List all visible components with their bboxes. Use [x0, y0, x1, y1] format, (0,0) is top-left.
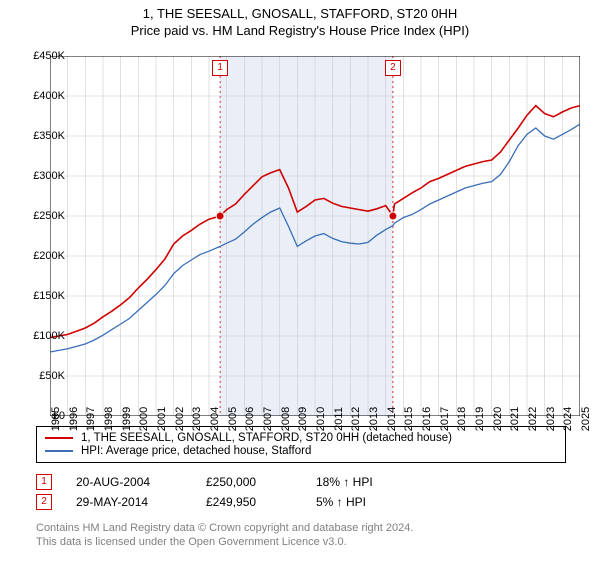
chart-title: 1, THE SEESALL, GNOSALL, STAFFORD, ST20 … [0, 6, 600, 21]
attribution-text: Contains HM Land Registry data © Crown c… [36, 521, 413, 550]
transaction-date: 20-AUG-2004 [76, 475, 206, 489]
chart-svg [50, 56, 580, 416]
legend-swatch [45, 437, 73, 439]
y-tick-label: £450K [33, 50, 65, 62]
table-row: 1 20-AUG-2004 £250,000 18% ↑ HPI [36, 474, 416, 490]
y-tick-label: £300K [33, 170, 65, 182]
y-tick-label: £150K [33, 290, 65, 302]
attribution-line: This data is licensed under the Open Gov… [36, 535, 413, 549]
chart-marker-icon: 1 [212, 60, 228, 76]
y-tick-label: £50K [39, 370, 65, 382]
legend-item: HPI: Average price, detached house, Staf… [45, 445, 557, 457]
transaction-date: 29-MAY-2014 [76, 495, 206, 509]
legend-item: 1, THE SEESALL, GNOSALL, STAFFORD, ST20 … [45, 432, 557, 444]
legend-swatch [45, 450, 73, 452]
y-tick-label: £400K [33, 90, 65, 102]
legend-label: 1, THE SEESALL, GNOSALL, STAFFORD, ST20 … [81, 432, 452, 444]
transaction-marker-icon: 1 [36, 474, 52, 490]
transactions-table: 1 20-AUG-2004 £250,000 18% ↑ HPI 2 29-MA… [36, 470, 416, 514]
legend: 1, THE SEESALL, GNOSALL, STAFFORD, ST20 … [36, 426, 566, 463]
chart-plot-area [50, 56, 580, 416]
table-row: 2 29-MAY-2014 £249,950 5% ↑ HPI [36, 494, 416, 510]
transaction-price: £250,000 [206, 475, 316, 489]
x-tick-label: 2025 [580, 407, 592, 431]
legend-label: HPI: Average price, detached house, Staf… [81, 445, 311, 457]
y-tick-label: £200K [33, 250, 65, 262]
transaction-hpi-delta: 18% ↑ HPI [316, 475, 416, 489]
chart-marker-icon: 2 [385, 60, 401, 76]
chart-subtitle: Price paid vs. HM Land Registry's House … [0, 23, 600, 38]
y-tick-label: £100K [33, 330, 65, 342]
transaction-marker-icon: 2 [36, 494, 52, 510]
y-tick-label: £350K [33, 130, 65, 142]
y-tick-label: £250K [33, 210, 65, 222]
transaction-price: £249,950 [206, 495, 316, 509]
transaction-hpi-delta: 5% ↑ HPI [316, 495, 416, 509]
attribution-line: Contains HM Land Registry data © Crown c… [36, 521, 413, 535]
